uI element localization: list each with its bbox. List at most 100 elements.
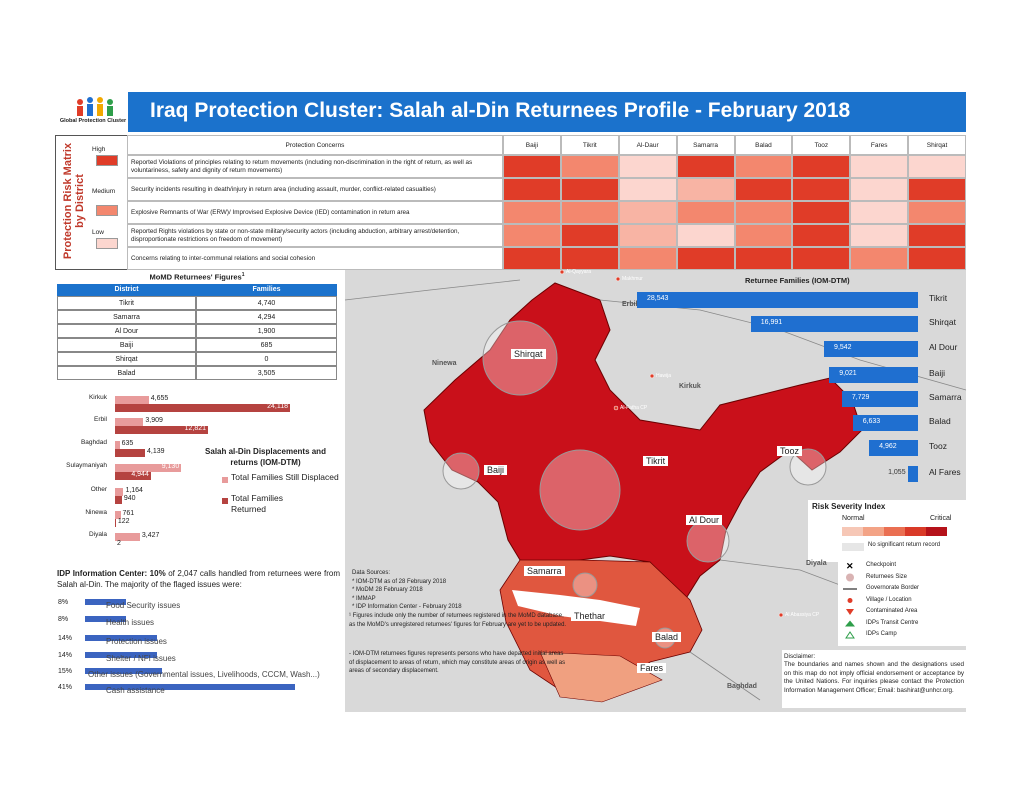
district-header: Al-Daur: [618, 135, 677, 155]
legend-swatch: [222, 498, 228, 504]
table-cell: 1,900: [196, 324, 337, 338]
map-legend-item: Village / Location: [866, 596, 912, 603]
risk-cell: [908, 155, 966, 178]
category-label: Al Dour: [929, 342, 958, 352]
value-label: 761: [122, 510, 135, 517]
bar: [869, 440, 918, 456]
bar: [115, 449, 146, 457]
risk-cell: [560, 224, 619, 247]
value-label: 940: [123, 495, 136, 502]
risk-cell: [734, 247, 793, 270]
category-label: Sulaymaniyah: [66, 462, 107, 469]
value-label: 635: [121, 440, 134, 447]
table-title: MoMD Returnees' Figures1: [57, 272, 337, 282]
intro-part: of 2,047 calls handled from returnees we…: [57, 569, 340, 589]
risk-cell: [503, 178, 561, 201]
risk-cell: [503, 247, 561, 270]
concern-cell: Reported Violations of principles relati…: [127, 155, 503, 178]
bar: [85, 599, 126, 605]
risk-cell: [908, 178, 966, 201]
table-header: Families: [196, 284, 337, 296]
legend-symbol: [845, 620, 855, 627]
bar: [115, 496, 122, 504]
risk-cell: [676, 201, 735, 224]
source-line: * IOM-DTM as of 28 February 2018: [352, 578, 447, 585]
matrix-title-line: Protection Risk Matrix: [62, 142, 74, 260]
severity-swatch: [842, 527, 863, 536]
map-legend-item: Checkpoint: [866, 562, 897, 568]
bar: [115, 426, 209, 434]
bar: [115, 441, 120, 449]
map: [344, 270, 967, 712]
place-label: Al Abassiya CP: [785, 612, 820, 618]
bar: [637, 292, 918, 308]
risk-cell: [618, 201, 677, 224]
value-label: 16,991: [760, 319, 783, 326]
table-cell: Shirqat: [57, 352, 196, 366]
footnote: - IOM-DTM returnees figures represents p…: [349, 651, 566, 674]
value-label: 122: [117, 518, 130, 525]
category-label: Diyala: [88, 531, 107, 538]
risk-cell: [618, 178, 677, 201]
matrix-title-line: by District: [74, 174, 86, 228]
category-label: Shelter / NFI issues: [106, 654, 176, 663]
legend-swatch: [222, 477, 228, 483]
bar: [829, 367, 918, 383]
table-cell: Balad: [57, 366, 196, 380]
risk-cell: [792, 201, 851, 224]
value-label: 12,821: [184, 425, 207, 432]
bar: [115, 472, 151, 480]
district-label: Tikrit: [643, 456, 669, 466]
value-label: 7,729: [851, 394, 870, 401]
region-label: Kirkuk: [679, 383, 701, 390]
value-label: 14%: [58, 635, 73, 642]
category-label: Al Fares: [929, 467, 961, 477]
bar: [852, 415, 918, 431]
risk-cell: [560, 247, 619, 270]
map-legend-item: IDPs Transit Centre: [866, 619, 919, 626]
district-header: Fares: [850, 135, 909, 155]
bar: [115, 519, 116, 527]
bar: [85, 616, 126, 622]
bar: [750, 316, 918, 332]
table-cell: 4,294: [196, 310, 337, 324]
concern-text: Explosive Remnants of War (ERW)/ Improvi…: [131, 208, 410, 216]
value-label: 41%: [58, 684, 73, 691]
value-label: 8%: [58, 599, 69, 606]
district-label: Thethar: [571, 611, 609, 621]
district-label: Balad: [652, 632, 682, 642]
district-label: Shirqat: [511, 349, 546, 359]
table-footnote-mark: 1: [241, 272, 245, 278]
bar: [85, 668, 162, 674]
district-header: Tooz: [792, 135, 851, 155]
severity-swatch: [926, 527, 947, 536]
risk-cell: [908, 201, 966, 224]
intro-text: IDP Information Center: 10% of 2,047 cal…: [57, 568, 340, 590]
bar: [115, 488, 124, 496]
severity-swatch: [884, 527, 905, 536]
risk-cell: [792, 155, 851, 178]
table-header: District: [57, 284, 196, 296]
disclaimer-text: The boundaries and names shown and the d…: [784, 661, 964, 694]
concern-text: Concerns relating to inter-communal rela…: [131, 254, 316, 262]
category-label: Samarra: [929, 392, 962, 402]
risk-cell: [560, 201, 619, 224]
value-label: 9,542: [834, 344, 852, 351]
map-legend-item: IDPs Camp: [866, 631, 897, 637]
risk-cell: [676, 155, 735, 178]
legend-symbol: [847, 598, 853, 603]
legend-label: Total Families Still Displaced: [231, 472, 339, 482]
value-label: 6,633: [862, 418, 881, 425]
map-legend-item: Governorate Border: [866, 585, 920, 591]
risk-legend-swatch: [96, 155, 118, 166]
table-title-text: MoMD Returnees' Figures: [149, 272, 242, 282]
bar: [115, 418, 144, 426]
chart-title: Returnee Families (IOM-DTM): [745, 276, 850, 285]
district-header: Shirqat: [908, 135, 966, 155]
source-line: * IMMAP: [352, 595, 376, 602]
bar: [85, 635, 157, 641]
legend-symbol: [845, 631, 855, 639]
category-label: Cash assistance: [106, 686, 165, 695]
value-label: 4,962: [879, 443, 897, 450]
village-marker: [615, 276, 621, 282]
